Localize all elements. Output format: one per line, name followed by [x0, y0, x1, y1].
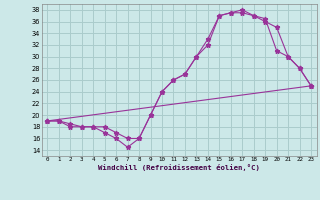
X-axis label: Windchill (Refroidissement éolien,°C): Windchill (Refroidissement éolien,°C) — [98, 164, 260, 171]
